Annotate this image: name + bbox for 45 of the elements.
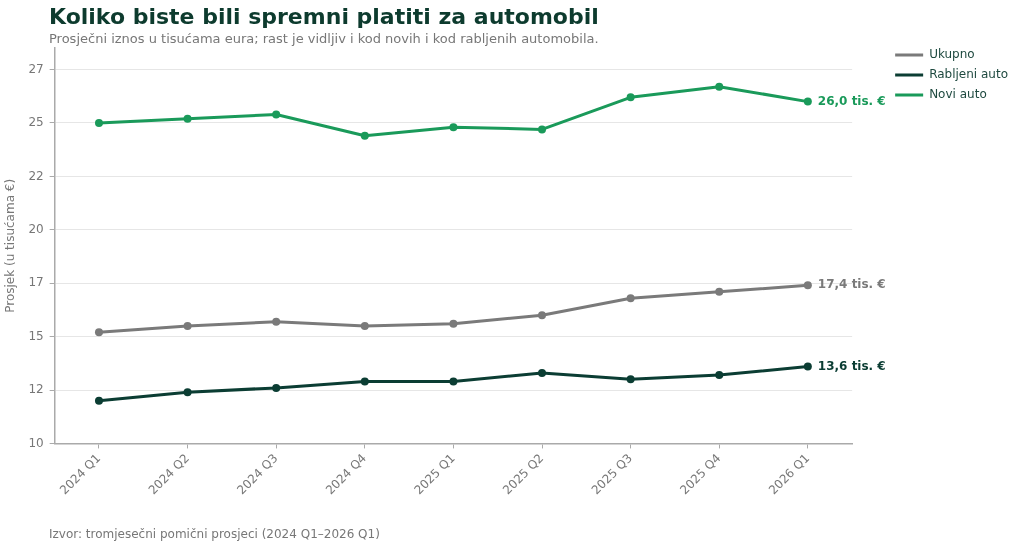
point: [183, 321, 192, 330]
y-axis-title: Prosjek (u tisućama €): [3, 178, 18, 313]
point: [715, 82, 724, 91]
point: [626, 93, 635, 102]
point: [626, 375, 635, 384]
data-label: 13,6 tis. €: [817, 358, 886, 373]
legend-label: Ukupno: [929, 47, 975, 62]
y-tick-label: 12: [28, 382, 44, 397]
point: [360, 377, 369, 386]
y-tick-label: 22: [28, 168, 44, 183]
point: [94, 328, 103, 337]
point: [538, 125, 547, 134]
point: [272, 110, 281, 119]
y-tick-label: 25: [28, 115, 44, 130]
chart-subtitle: Prosječni iznos u tisućama eura; rast je vidljiv i kod novih i kod rabljenih automobila.: [49, 31, 599, 46]
point: [803, 362, 812, 371]
y-tick-label: 10: [28, 435, 44, 450]
point: [803, 97, 812, 106]
point: [272, 317, 281, 326]
legend-label: Novi auto: [929, 87, 987, 102]
point: [715, 287, 724, 296]
y-tick-label: 20: [28, 221, 44, 236]
y-tick-label: 27: [28, 61, 44, 76]
y-tick-label: 15: [28, 328, 44, 343]
point: [538, 311, 547, 320]
point: [360, 131, 369, 140]
point: [272, 383, 281, 392]
point: [803, 281, 812, 290]
data-label: 26,0 tis. €: [817, 93, 886, 108]
legend-label: Rabljeni auto: [929, 67, 1008, 82]
point: [449, 319, 458, 328]
point: [449, 377, 458, 386]
y-tick-label: 17: [28, 275, 44, 290]
point: [94, 396, 103, 405]
point: [715, 371, 724, 380]
chart-title: Koliko biste bili spremni platiti za automobil: [49, 4, 599, 29]
point: [94, 118, 103, 127]
point: [626, 294, 635, 303]
data-label: 17,4 tis. €: [817, 277, 886, 292]
text: Izvor: tromjesečni pomični prosjeci (2024 Q1–2026 Q1): [49, 527, 380, 541]
point: [183, 388, 192, 397]
point: [449, 123, 458, 132]
point: [360, 321, 369, 330]
point: [183, 114, 192, 123]
point: [538, 368, 547, 377]
